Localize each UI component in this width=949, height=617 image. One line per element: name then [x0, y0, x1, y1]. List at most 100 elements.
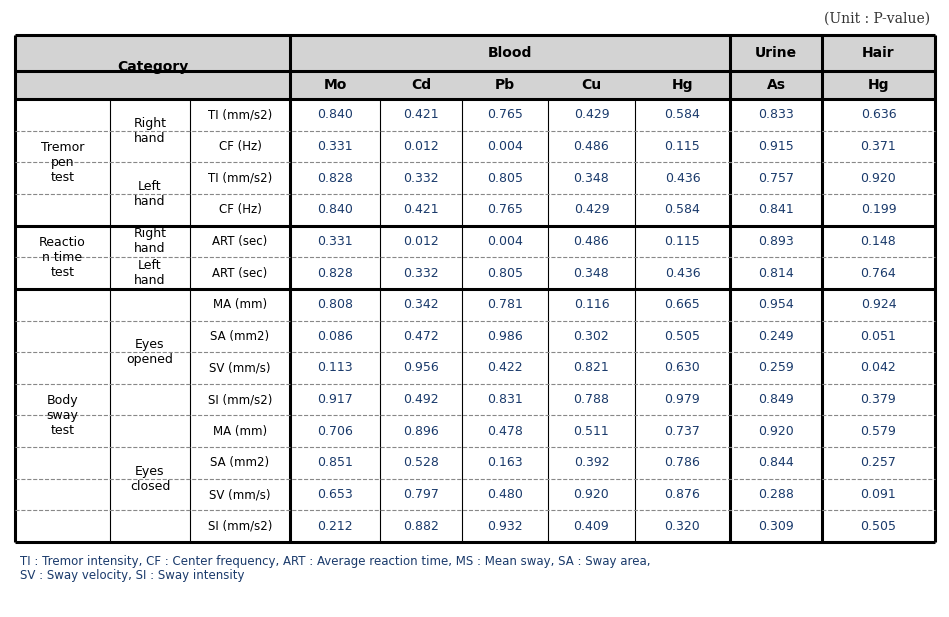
- Text: 0.472: 0.472: [403, 330, 438, 343]
- Text: 0.828: 0.828: [317, 172, 353, 184]
- Text: 0.737: 0.737: [664, 424, 700, 437]
- Text: 0.840: 0.840: [317, 203, 353, 216]
- Polygon shape: [15, 99, 935, 131]
- Polygon shape: [15, 479, 935, 510]
- Text: Left
hand: Left hand: [134, 180, 166, 208]
- Text: 0.348: 0.348: [573, 267, 609, 280]
- Text: Tremor
pen
test: Tremor pen test: [41, 141, 84, 184]
- Polygon shape: [15, 257, 935, 289]
- Polygon shape: [15, 162, 935, 194]
- Text: 0.893: 0.893: [758, 235, 794, 248]
- Polygon shape: [15, 131, 935, 162]
- Text: TI (mm/s2): TI (mm/s2): [208, 109, 272, 122]
- Text: CF (Hz): CF (Hz): [218, 203, 261, 216]
- Text: Pb: Pb: [495, 78, 515, 92]
- Text: 0.915: 0.915: [758, 140, 794, 153]
- Text: Blood: Blood: [488, 46, 532, 60]
- Text: 0.012: 0.012: [403, 140, 438, 153]
- Text: 0.478: 0.478: [487, 424, 523, 437]
- Text: Reactio
n time
test: Reactio n time test: [39, 236, 85, 279]
- Text: 0.851: 0.851: [317, 457, 353, 470]
- Text: 0.004: 0.004: [487, 235, 523, 248]
- Text: 0.584: 0.584: [664, 203, 700, 216]
- Text: 0.302: 0.302: [573, 330, 609, 343]
- Text: 0.844: 0.844: [758, 457, 794, 470]
- Text: 0.115: 0.115: [664, 140, 700, 153]
- Polygon shape: [15, 289, 935, 320]
- Text: 0.259: 0.259: [758, 362, 794, 375]
- Text: 0.429: 0.429: [574, 203, 609, 216]
- Text: 0.814: 0.814: [758, 267, 794, 280]
- Text: SA (mm2): SA (mm2): [211, 457, 270, 470]
- Text: 0.841: 0.841: [758, 203, 794, 216]
- Text: Hair: Hair: [863, 46, 895, 60]
- Text: Mo: Mo: [324, 78, 346, 92]
- Text: SV (mm/s): SV (mm/s): [209, 488, 270, 501]
- Text: 0.505: 0.505: [861, 520, 897, 532]
- Text: 0.808: 0.808: [317, 298, 353, 311]
- Text: 0.288: 0.288: [758, 488, 794, 501]
- Text: TI (mm/s2): TI (mm/s2): [208, 172, 272, 184]
- Text: 0.042: 0.042: [861, 362, 897, 375]
- Text: Cd: Cd: [411, 78, 431, 92]
- Text: 0.986: 0.986: [487, 330, 523, 343]
- Text: Urine: Urine: [755, 46, 797, 60]
- Text: 0.371: 0.371: [861, 140, 897, 153]
- Polygon shape: [15, 35, 935, 71]
- Text: MA (mm): MA (mm): [213, 298, 267, 311]
- Text: 0.492: 0.492: [403, 393, 438, 406]
- Polygon shape: [15, 510, 935, 542]
- Text: SV (mm/s): SV (mm/s): [209, 362, 270, 375]
- Text: CF (Hz): CF (Hz): [218, 140, 261, 153]
- Text: 0.757: 0.757: [758, 172, 794, 184]
- Text: TI : Tremor intensity, CF : Center frequency, ART : Average reaction time, MS : : TI : Tremor intensity, CF : Center frequ…: [20, 555, 650, 568]
- Text: 0.821: 0.821: [573, 362, 609, 375]
- Text: 0.429: 0.429: [574, 109, 609, 122]
- Text: SI (mm/s2): SI (mm/s2): [208, 393, 272, 406]
- Polygon shape: [15, 194, 935, 226]
- Text: 0.511: 0.511: [573, 424, 609, 437]
- Polygon shape: [15, 320, 935, 352]
- Text: 0.831: 0.831: [487, 393, 523, 406]
- Text: 0.091: 0.091: [861, 488, 897, 501]
- Text: 0.584: 0.584: [664, 109, 700, 122]
- Polygon shape: [15, 384, 935, 415]
- Text: 0.920: 0.920: [758, 424, 794, 437]
- Text: 0.012: 0.012: [403, 235, 438, 248]
- Text: 0.379: 0.379: [861, 393, 897, 406]
- Text: 0.917: 0.917: [317, 393, 353, 406]
- Text: 0.979: 0.979: [664, 393, 700, 406]
- Text: 0.920: 0.920: [861, 172, 897, 184]
- Text: 0.876: 0.876: [664, 488, 700, 501]
- Text: 0.765: 0.765: [487, 203, 523, 216]
- Text: 0.004: 0.004: [487, 140, 523, 153]
- Text: Eyes
closed: Eyes closed: [130, 465, 170, 493]
- Text: 0.257: 0.257: [861, 457, 897, 470]
- Text: 0.828: 0.828: [317, 267, 353, 280]
- Text: 0.348: 0.348: [573, 172, 609, 184]
- Text: 0.309: 0.309: [758, 520, 794, 532]
- Text: 0.932: 0.932: [487, 520, 523, 532]
- Text: 0.332: 0.332: [403, 172, 438, 184]
- Text: 0.956: 0.956: [403, 362, 438, 375]
- Text: 0.436: 0.436: [664, 267, 700, 280]
- Text: 0.421: 0.421: [403, 203, 438, 216]
- Text: 0.896: 0.896: [403, 424, 438, 437]
- Text: 0.051: 0.051: [861, 330, 897, 343]
- Text: 0.805: 0.805: [487, 267, 523, 280]
- Polygon shape: [15, 415, 935, 447]
- Text: 0.833: 0.833: [758, 109, 794, 122]
- Text: 0.849: 0.849: [758, 393, 794, 406]
- Text: 0.764: 0.764: [861, 267, 897, 280]
- Text: Category: Category: [117, 60, 188, 74]
- Text: ART (sec): ART (sec): [213, 235, 268, 248]
- Text: 0.249: 0.249: [758, 330, 793, 343]
- Text: 0.422: 0.422: [487, 362, 523, 375]
- Text: 0.116: 0.116: [574, 298, 609, 311]
- Text: 0.706: 0.706: [317, 424, 353, 437]
- Text: 0.392: 0.392: [574, 457, 609, 470]
- Text: 0.630: 0.630: [664, 362, 700, 375]
- Text: 0.920: 0.920: [573, 488, 609, 501]
- Text: Hg: Hg: [672, 78, 694, 92]
- Text: 0.954: 0.954: [758, 298, 794, 311]
